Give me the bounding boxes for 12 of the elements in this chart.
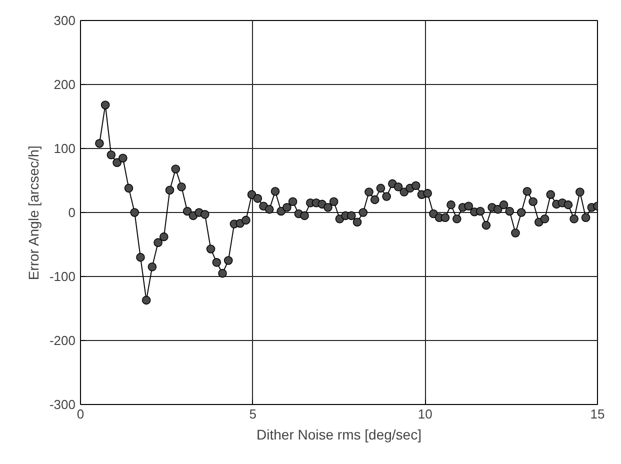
x-tick-label: 15 <box>590 406 605 422</box>
y-axis-title: Error Angle [arcsec/h] <box>25 146 42 280</box>
y-tick-label: -300 <box>49 397 76 412</box>
y-tick-label: 100 <box>54 141 76 156</box>
y-tick-label: -100 <box>49 269 76 284</box>
y-tick-label: 300 <box>54 13 76 28</box>
x-tick-label: 5 <box>249 406 256 422</box>
x-tick-label: 10 <box>418 406 432 422</box>
y-tick-label: 0 <box>68 205 76 220</box>
y-tick-label: 200 <box>54 77 76 92</box>
x-axis-title: Dither Noise rms [deg/sec] <box>256 426 422 442</box>
y-tick-label: -200 <box>49 333 76 348</box>
